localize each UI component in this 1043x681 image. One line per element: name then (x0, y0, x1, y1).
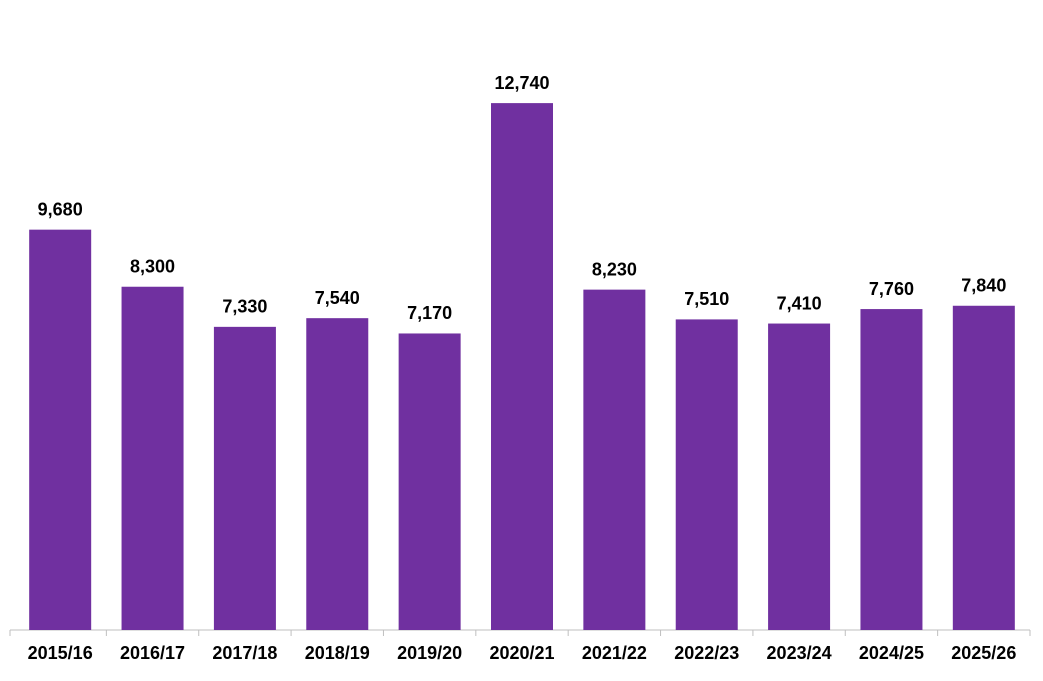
value-label: 7,170 (407, 303, 452, 323)
bar (675, 319, 738, 630)
bar (29, 229, 92, 631)
bar (952, 305, 1015, 630)
x-tick-label: 2017/18 (212, 643, 277, 663)
value-label: 8,300 (130, 256, 175, 276)
bar (860, 309, 923, 630)
value-label: 7,510 (684, 289, 729, 309)
value-label: 9,680 (38, 199, 83, 219)
bar (213, 326, 276, 630)
x-tick-label: 2020/21 (489, 643, 554, 663)
x-tick-label: 2016/17 (120, 643, 185, 663)
x-tick-label: 2023/24 (767, 643, 832, 663)
value-label: 7,840 (961, 276, 1006, 296)
bar (121, 286, 184, 630)
x-tick-label: 2025/26 (951, 643, 1016, 663)
value-label: 12,740 (494, 73, 549, 93)
bar (583, 289, 646, 630)
x-tick-label: 2015/16 (28, 643, 93, 663)
bar (491, 103, 553, 631)
value-label: 7,760 (869, 279, 914, 299)
x-tick-label: 2018/19 (305, 643, 370, 663)
bar (306, 318, 369, 630)
x-tick-label: 2021/22 (582, 643, 647, 663)
x-tick-label: 2022/23 (674, 643, 739, 663)
value-label: 7,410 (777, 293, 822, 313)
x-tick-label: 2024/25 (859, 643, 924, 663)
bar (398, 333, 461, 630)
x-tick-label: 2019/20 (397, 643, 462, 663)
value-label: 7,330 (222, 297, 267, 317)
bar (768, 323, 831, 630)
value-label: 8,230 (592, 259, 637, 279)
value-label: 7,540 (315, 288, 360, 308)
